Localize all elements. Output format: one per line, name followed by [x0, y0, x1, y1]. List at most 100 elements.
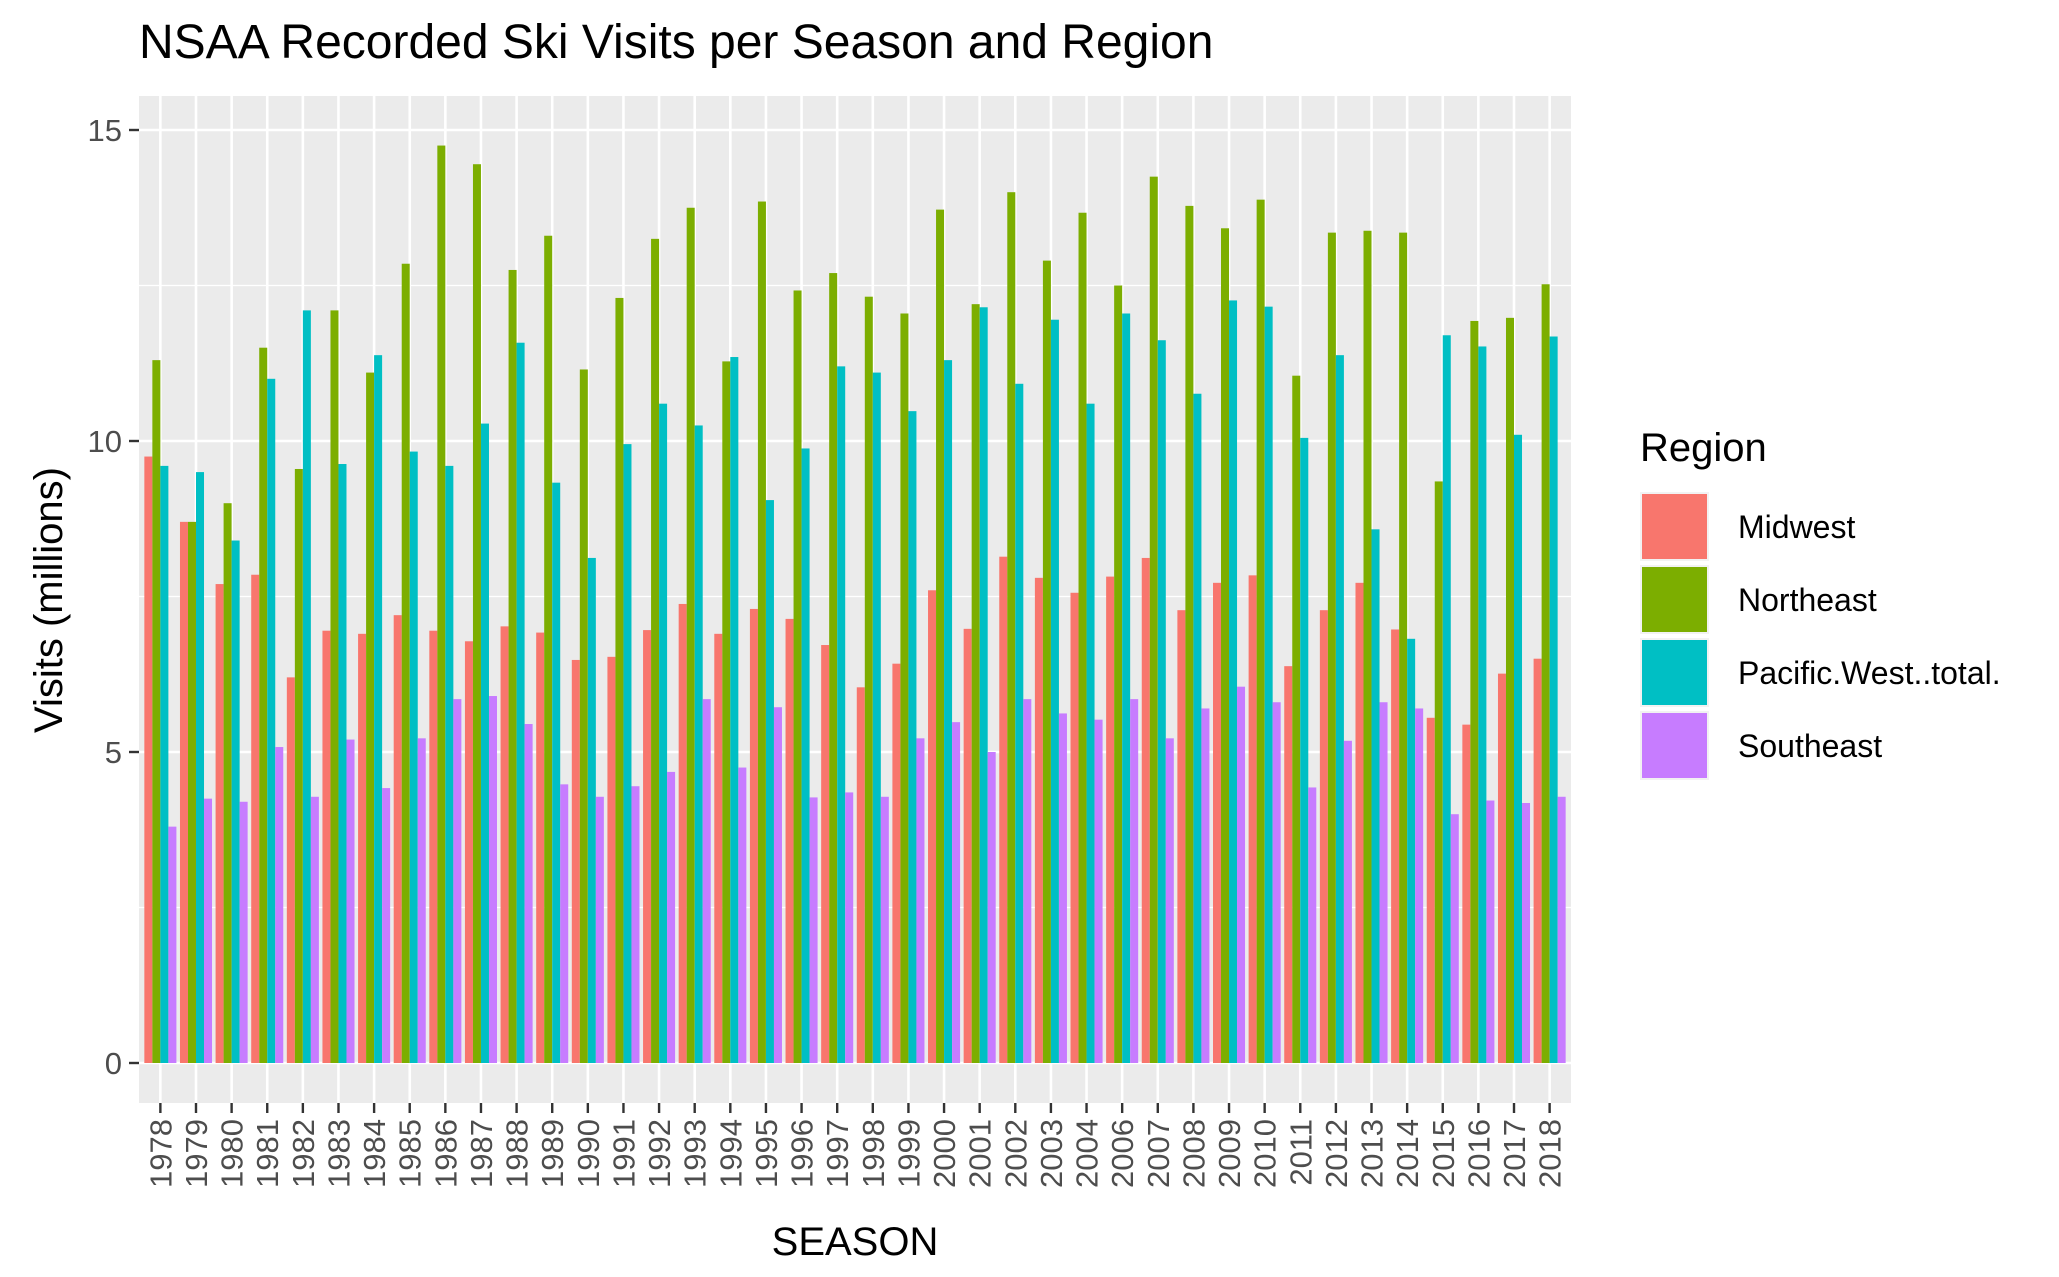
bar [678, 603, 687, 1063]
bar [1355, 582, 1364, 1063]
x-tick-label: 1991 [606, 1119, 641, 1188]
bar [916, 738, 925, 1063]
bar [1078, 212, 1087, 1064]
bar [944, 360, 953, 1063]
x-tick-label: 1997 [820, 1119, 855, 1188]
bar [338, 464, 347, 1063]
bar [330, 310, 339, 1063]
bar [393, 615, 402, 1063]
bar [1497, 673, 1506, 1063]
bar [1229, 300, 1238, 1063]
bar [1007, 192, 1016, 1063]
legend-label: Pacific.West..total. [1738, 655, 2001, 691]
bar [1114, 285, 1123, 1063]
x-tick-label: 2006 [1105, 1119, 1140, 1188]
bar [358, 633, 367, 1063]
bar [1541, 284, 1550, 1063]
bar [1470, 320, 1479, 1063]
bar [793, 290, 802, 1064]
bar [1505, 317, 1514, 1064]
bar [152, 360, 161, 1063]
bar [429, 630, 438, 1063]
x-tick-label: 2011 [1283, 1119, 1318, 1186]
bar [856, 687, 865, 1063]
bar [1300, 437, 1309, 1063]
bar [1237, 686, 1246, 1063]
x-tick-label: 1996 [785, 1119, 820, 1188]
legend: Region Midwest Northeast Pacific.West..tot… [1640, 426, 2001, 780]
bar [643, 630, 652, 1063]
bar [382, 788, 391, 1063]
x-tick-label: 1989 [535, 1119, 570, 1188]
bar [595, 796, 604, 1063]
legend-swatch [1642, 640, 1707, 705]
bar [1442, 335, 1451, 1063]
legend-title: Region [1640, 426, 1767, 470]
bar [1533, 658, 1542, 1063]
x-tick-label: 2018 [1533, 1119, 1568, 1188]
bar [472, 164, 481, 1063]
bar [1478, 346, 1487, 1064]
legend-swatch [1642, 494, 1707, 559]
bar [785, 618, 794, 1063]
bar [773, 707, 782, 1063]
bar [1379, 702, 1388, 1063]
bar [144, 456, 153, 1063]
x-tick-label: 1987 [464, 1119, 499, 1188]
bar [979, 307, 988, 1063]
x-tick-label: 2000 [927, 1119, 962, 1188]
bar [1149, 176, 1158, 1063]
bar [1415, 708, 1424, 1063]
bar [1391, 629, 1400, 1063]
bar [310, 796, 319, 1063]
x-tick-label: 1983 [321, 1119, 356, 1188]
bar [702, 699, 711, 1063]
bar [1106, 576, 1115, 1063]
bar [1201, 708, 1210, 1063]
bar [259, 347, 268, 1063]
legend-swatch [1642, 567, 1707, 632]
x-tick-label: 2013 [1355, 1119, 1390, 1188]
bar [275, 747, 284, 1063]
bar [1193, 393, 1202, 1064]
bar [453, 699, 462, 1063]
bar [864, 296, 873, 1063]
bar [560, 784, 569, 1063]
bar [196, 472, 205, 1064]
bar [1319, 610, 1328, 1063]
y-tick-label: 15 [88, 113, 122, 148]
bar [900, 313, 909, 1063]
bar [1023, 699, 1032, 1063]
bar [1221, 228, 1230, 1063]
bar [204, 798, 213, 1063]
bar [615, 297, 624, 1063]
bar [1058, 713, 1067, 1063]
x-tick-label: 2001 [963, 1119, 998, 1188]
y-axis: 0 5 10 15 [88, 113, 139, 1081]
bar [1264, 306, 1273, 1063]
bar [659, 403, 668, 1063]
bar [267, 378, 276, 1063]
bar [488, 696, 497, 1063]
bar [1327, 232, 1336, 1063]
bar [1399, 232, 1408, 1063]
x-tick-label: 1982 [286, 1119, 321, 1188]
bar [829, 273, 838, 1063]
bar [1141, 557, 1150, 1063]
bar [445, 465, 454, 1063]
bar [1050, 319, 1059, 1064]
bar [757, 201, 766, 1063]
x-tick-label: 1992 [642, 1119, 677, 1188]
chart-title: NSAA Recorded Ski Visits per Season and … [139, 16, 1213, 69]
bar [631, 786, 640, 1063]
bar [928, 590, 937, 1063]
legend-swatch [1642, 713, 1707, 778]
bar [667, 771, 676, 1063]
bar [437, 145, 446, 1064]
bar [845, 792, 854, 1063]
x-tick-label: 1988 [500, 1119, 535, 1188]
x-tick-label: 1981 [250, 1119, 285, 1188]
bar [1185, 205, 1194, 1063]
bar [607, 656, 616, 1063]
